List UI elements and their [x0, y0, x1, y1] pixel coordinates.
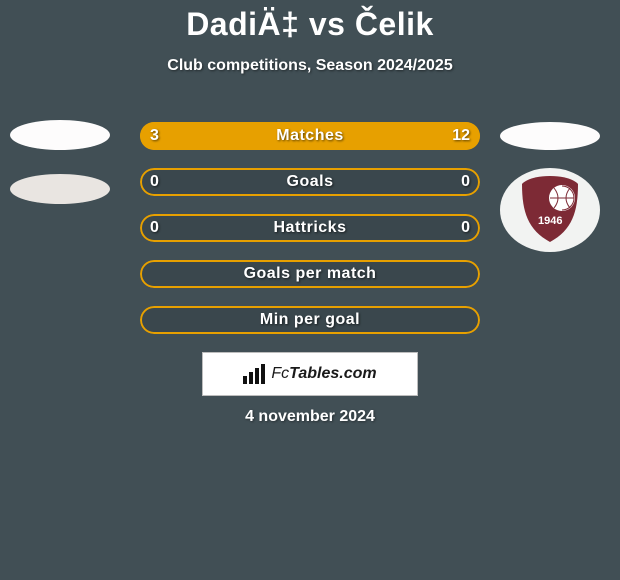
bar-label: Hattricks	[274, 219, 347, 237]
bar-label: Matches	[276, 127, 344, 145]
brand-prefix: Fc	[271, 365, 289, 382]
right-player-marks: 1946	[500, 122, 600, 252]
bar-value-left: 0	[150, 173, 159, 191]
ellipse-shape	[10, 174, 110, 204]
stat-bar: Goals per match	[140, 260, 480, 288]
badge-year: 1946	[538, 215, 562, 227]
bar-value-left: 0	[150, 219, 159, 237]
bar-label: Goals	[287, 173, 334, 191]
stat-bar: 3 12 Matches	[140, 122, 480, 150]
bars-icon	[243, 364, 267, 384]
ellipse-shape	[500, 122, 600, 150]
page-title: DadiÄ‡ vs Čelik	[0, 0, 620, 43]
left-player-marks	[10, 120, 110, 228]
bar-value-right: 0	[461, 219, 470, 237]
bar-value-right: 12	[452, 127, 470, 145]
club-badge: 1946	[500, 168, 600, 252]
stat-bar: Min per goal	[140, 306, 480, 334]
footer-date: 4 november 2024	[245, 408, 375, 426]
stat-bar: 0 0 Goals	[140, 168, 480, 196]
brand-box: FcTables.com	[202, 352, 418, 396]
bar-fill-right	[208, 122, 480, 150]
club-badge-icon: 1946	[500, 168, 600, 252]
stat-bar: 0 0 Hattricks	[140, 214, 480, 242]
bar-label: Goals per match	[244, 265, 377, 283]
stats-bars: 3 12 Matches 0 0 Goals 0 0 Hattricks Goals per ma…	[140, 122, 480, 352]
ellipse-shape	[10, 120, 110, 150]
bar-label: Min per goal	[260, 311, 360, 329]
brand-rest: Tables.com	[289, 365, 376, 382]
bar-value-left: 3	[150, 127, 159, 145]
subtitle: Club competitions, Season 2024/2025	[0, 57, 620, 75]
bar-value-right: 0	[461, 173, 470, 191]
